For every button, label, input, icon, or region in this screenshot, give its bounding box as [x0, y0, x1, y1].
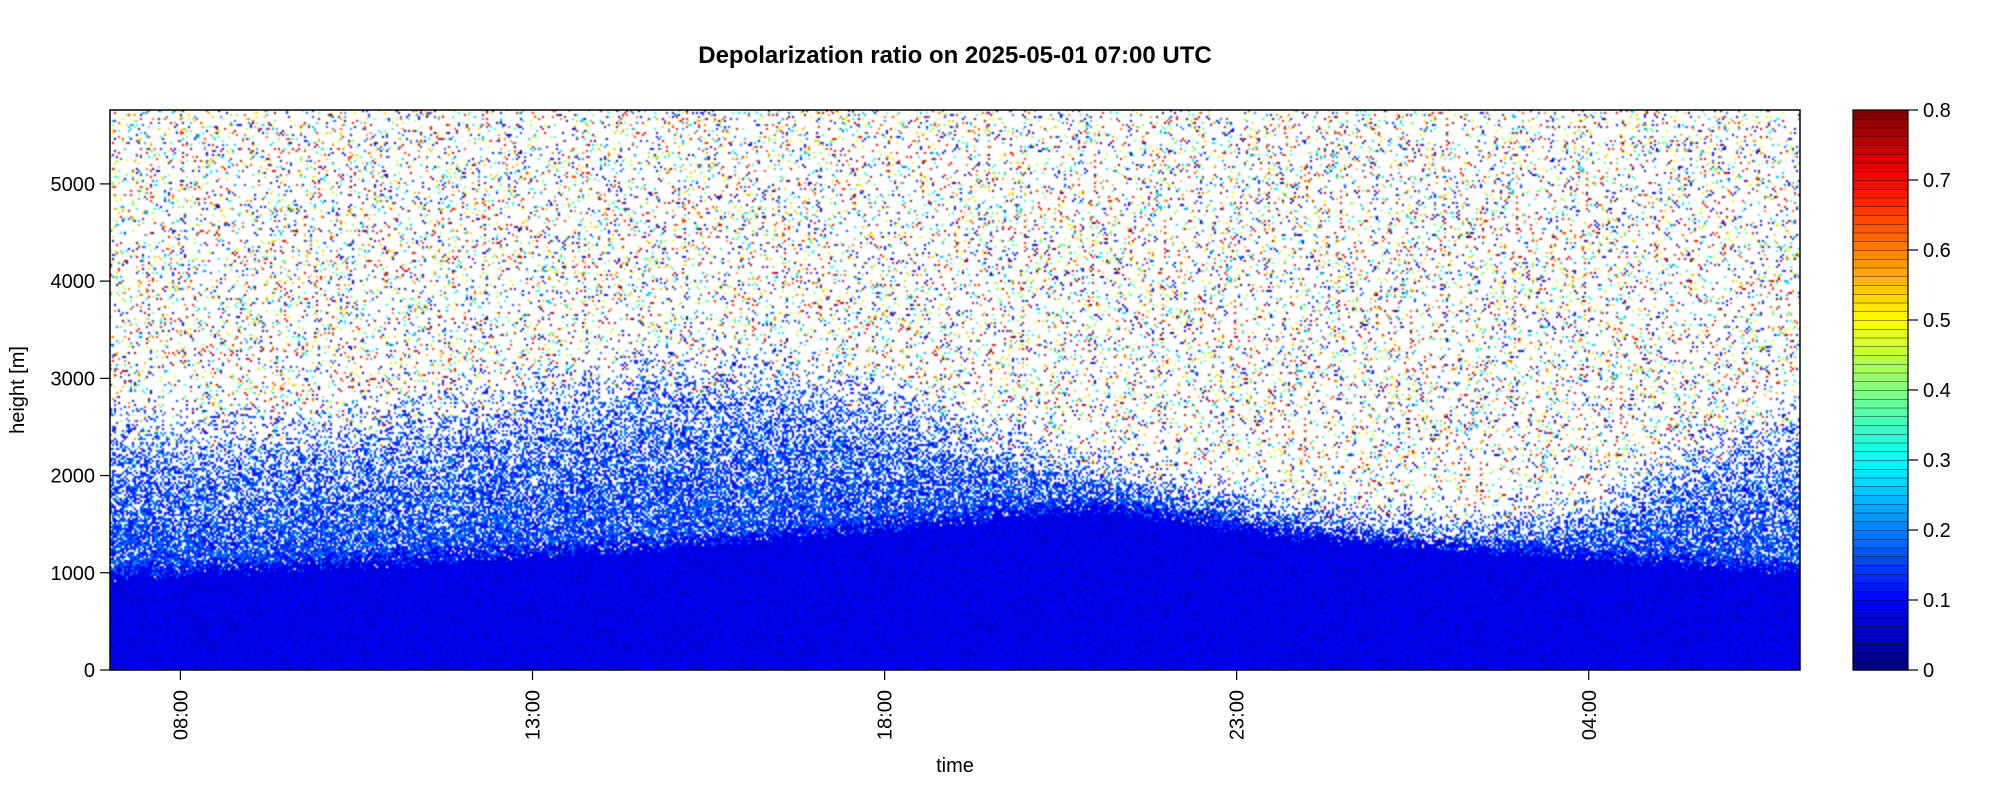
- depolarization-heatmap: [110, 110, 1800, 670]
- y-tick-label: 2000: [51, 466, 96, 488]
- colorbar-band: [1852, 634, 1909, 645]
- x-tick-label: 04:00: [1579, 690, 1601, 740]
- colorbar-band: [1852, 179, 1909, 190]
- colorbar-band: [1852, 608, 1909, 619]
- colorbar-band: [1852, 346, 1909, 356]
- colorbar-band: [1852, 538, 1909, 549]
- colorbar-band: [1852, 459, 1909, 470]
- colorbar-tick-label: 0.2: [1923, 520, 1951, 542]
- x-axis-label: time: [936, 755, 974, 777]
- colorbar-band: [1852, 416, 1909, 426]
- colorbar-band: [1852, 153, 1909, 164]
- colorbar-band: [1852, 197, 1909, 207]
- y-axis-label: height [m]: [7, 346, 29, 434]
- colorbar-band: [1852, 372, 1909, 382]
- colorbar-tick-label: 0.8: [1923, 100, 1951, 122]
- colorbar-band: [1852, 486, 1909, 496]
- colorbar-band: [1852, 319, 1909, 330]
- x-tick-label: 23:00: [1227, 690, 1249, 740]
- x-tick-label: 18:00: [875, 690, 897, 740]
- colorbar-band: [1852, 214, 1909, 225]
- colorbar-band: [1852, 328, 1909, 339]
- colorbar-band: [1852, 599, 1909, 610]
- y-tick-label: 3000: [51, 368, 96, 390]
- colorbar-band: [1852, 302, 1909, 312]
- colorbar-band: [1852, 241, 1909, 251]
- colorbar-band: [1852, 311, 1909, 321]
- colorbar-band: [1852, 389, 1909, 400]
- colorbar-band: [1852, 424, 1909, 435]
- colorbar-band: [1852, 223, 1909, 234]
- colorbar-band: [1852, 556, 1909, 566]
- colorbar-band: [1852, 643, 1909, 654]
- colorbar-band: [1852, 626, 1909, 636]
- colorbar-tick-label: 0.7: [1923, 170, 1951, 192]
- x-tick-label: 08:00: [170, 690, 192, 740]
- colorbar-band: [1852, 381, 1909, 391]
- colorbar-tick-label: 0.5: [1923, 310, 1951, 332]
- y-tick-label: 0: [84, 660, 95, 682]
- colorbar-band: [1852, 171, 1909, 181]
- colorbar-tick-label: 0.6: [1923, 240, 1951, 262]
- colorbar-band: [1852, 547, 1909, 557]
- colorbar-band: [1852, 407, 1909, 417]
- colorbar-band: [1852, 276, 1909, 286]
- colorbar-band: [1852, 118, 1909, 129]
- colorbar-band: [1852, 162, 1909, 172]
- y-tick-label: 1000: [51, 563, 96, 585]
- colorbar-tick-label: 0: [1923, 660, 1934, 682]
- colorbar-band: [1852, 206, 1909, 216]
- colorbar-band: [1852, 232, 1909, 242]
- colorbar-band: [1852, 284, 1909, 295]
- colorbar-tick-label: 0.1: [1923, 590, 1951, 612]
- colorbar-band: [1852, 433, 1909, 444]
- colorbar-band: [1852, 529, 1909, 540]
- colorbar-band: [1852, 503, 1909, 514]
- colorbar-band: [1852, 564, 1909, 575]
- colorbar-band: [1852, 652, 1909, 662]
- colorbar-band: [1852, 591, 1909, 601]
- y-axis: 0 1000 2000 3000 4000 5000: [51, 174, 110, 682]
- colorbar-band: [1852, 109, 1909, 120]
- x-axis: 08:00 13:00 18:00 23:00 04:00: [170, 670, 1601, 740]
- chart-title: Depolarization ratio on 2025-05-01 07:00…: [698, 42, 1212, 69]
- colorbar-band: [1852, 144, 1909, 155]
- colorbar-band: [1852, 582, 1909, 592]
- x-tick-label: 13:00: [523, 690, 545, 740]
- colorbar-band: [1852, 267, 1909, 277]
- colorbar-tick-label: 0.3: [1923, 450, 1951, 472]
- colorbar-tick-label: 0.4: [1923, 380, 1951, 402]
- colorbar-band: [1852, 337, 1909, 347]
- colorbar: 0 0.1 0.2 0.3 0.4 0.5 0.6 0.7 0.8: [1852, 100, 1951, 682]
- colorbar-band: [1852, 442, 1909, 452]
- colorbar-band: [1852, 494, 1909, 505]
- y-tick-label: 4000: [51, 271, 96, 293]
- colorbar-band: [1852, 136, 1909, 146]
- y-tick-label: 5000: [51, 174, 96, 196]
- colorbar-band: [1852, 188, 1909, 199]
- colorbar-band: [1852, 363, 1909, 374]
- colorbar-band: [1852, 521, 1909, 531]
- colorbar-band: [1852, 477, 1909, 487]
- plot-frame: [109, 109, 1801, 671]
- colorbar-band: [1852, 512, 1909, 522]
- colorbar-band: [1852, 468, 1909, 479]
- colorbar-band: [1852, 451, 1909, 461]
- colorbar-band: [1852, 293, 1909, 304]
- colorbar-band: [1852, 249, 1909, 260]
- colorbar-band: [1852, 258, 1909, 269]
- plot-area: [109, 109, 1801, 671]
- colorbar-band: [1852, 127, 1909, 137]
- colorbar-band: [1852, 661, 1909, 671]
- colorbar-band: [1852, 573, 1909, 584]
- colorbar-band: [1852, 354, 1909, 365]
- colorbar-band: [1852, 398, 1909, 409]
- colorbar-band: [1852, 617, 1909, 627]
